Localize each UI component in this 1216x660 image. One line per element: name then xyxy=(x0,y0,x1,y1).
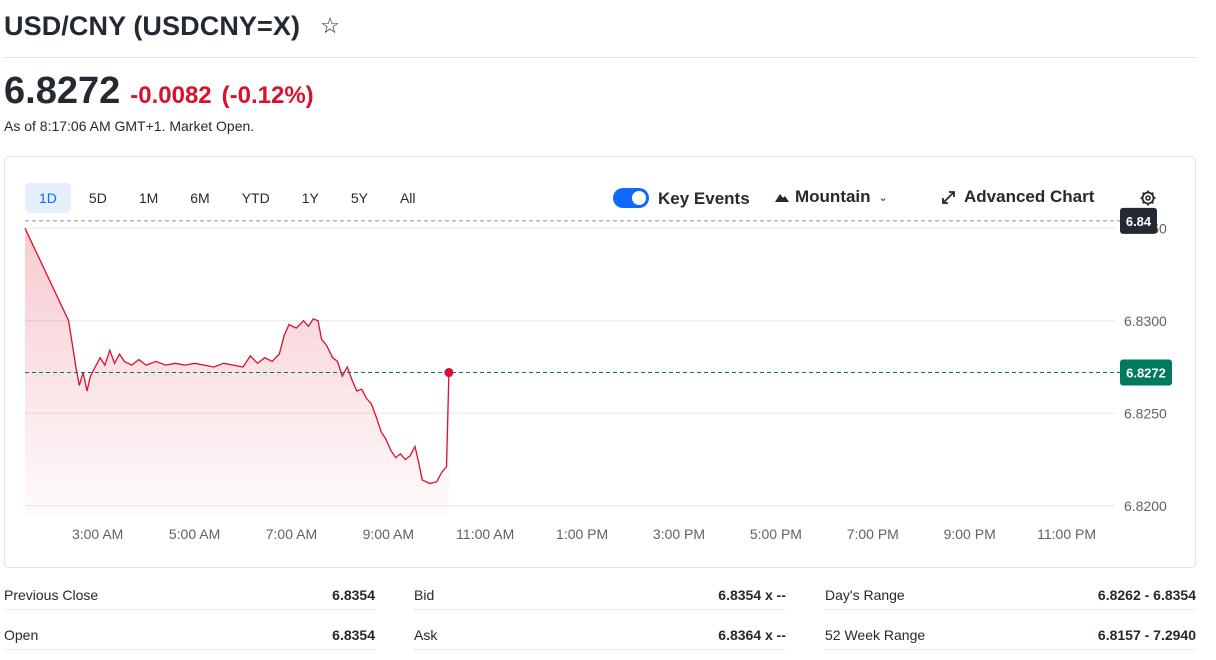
page-title: USD/CNY (USDCNY=X) xyxy=(4,10,301,41)
stat-row: Bid 6.8354 x -- xyxy=(414,580,786,610)
x-tick-label: 5:00 AM xyxy=(169,526,220,542)
mountain-icon xyxy=(775,194,789,202)
y-tick-label: 6.8300 xyxy=(1124,313,1167,329)
stat-label: Day's Range xyxy=(825,586,905,603)
stat-row: 52 Week Range 6.8157 - 7.2940 xyxy=(825,620,1196,650)
previous-close-label: 6.84 xyxy=(1126,214,1152,229)
x-tick-label: 11:00 PM xyxy=(1037,526,1096,542)
price-area xyxy=(25,228,449,515)
advanced-chart-label: Advanced Chart xyxy=(964,187,1095,206)
star-icon[interactable]: ☆ xyxy=(320,13,340,38)
chevron-down-icon: ⌄ xyxy=(878,191,888,204)
stat-row: Ask 6.8364 x -- xyxy=(414,620,786,650)
x-tick-label: 3:00 AM xyxy=(72,526,123,542)
range-tab-1m[interactable]: 1M xyxy=(138,190,159,206)
key-events-toggle[interactable] xyxy=(613,188,649,208)
market-status: As of 8:17:06 AM GMT+1. Market Open. xyxy=(4,118,255,134)
stat-row: Day's Range 6.8262 - 6.8354 xyxy=(825,580,1196,610)
stat-value: 6.8157 - 7.2940 xyxy=(1097,626,1196,643)
range-tab-1d[interactable]: 1D xyxy=(25,183,71,213)
x-tick-label: 1:00 PM xyxy=(556,526,608,542)
quote-header: USD/CNY (USDCNY=X) ☆ xyxy=(4,6,340,46)
x-tick-label: 3:00 PM xyxy=(653,526,705,542)
previous-close-badge xyxy=(1120,207,1157,234)
x-tick-label: 7:00 PM xyxy=(847,526,899,542)
chart-type-dropdown[interactable]: Mountain ⌄ xyxy=(775,187,888,207)
y-tick-label: 6.8200 xyxy=(1124,498,1167,514)
stat-row: Previous Close 6.8354 xyxy=(4,580,375,610)
stat-label: Open xyxy=(4,626,39,643)
current-price-label: 6.8272 xyxy=(1126,366,1166,381)
current-price-badge xyxy=(1120,359,1172,386)
range-tab-6m[interactable]: 6M xyxy=(190,190,210,206)
last-price-dot xyxy=(444,368,454,378)
divider xyxy=(4,57,1196,58)
stat-value: 6.8262 - 6.8354 xyxy=(1097,586,1196,603)
toggle-knob xyxy=(632,191,646,205)
x-tick-label: 11:00 AM xyxy=(456,526,514,542)
range-tab-all[interactable]: All xyxy=(399,190,416,206)
expand-icon xyxy=(942,190,955,204)
stat-label: 52 Week Range xyxy=(825,626,926,643)
x-tick-label: 9:00 AM xyxy=(363,526,414,542)
stat-label: Ask xyxy=(414,626,438,643)
range-tab-5d[interactable]: 5D xyxy=(88,190,107,206)
range-tab-5y[interactable]: 5Y xyxy=(350,190,368,206)
stat-value: 6.8354 xyxy=(332,586,375,603)
price-line xyxy=(24,227,450,485)
key-events-label: Key Events xyxy=(658,189,750,208)
x-tick-label: 5:00 PM xyxy=(750,526,802,542)
stat-value: 6.8354 x -- xyxy=(718,586,786,603)
stat-value: 6.8354 xyxy=(332,626,375,643)
chart-type-label: Mountain xyxy=(795,187,871,206)
stat-row: Open 6.8354 xyxy=(4,620,375,650)
y-tick-label: 6.8250 xyxy=(1124,405,1167,421)
current-price: 6.8272 xyxy=(4,70,121,112)
stat-label: Bid xyxy=(414,586,435,603)
x-tick-label: 7:00 AM xyxy=(266,526,317,542)
price-change-percent: (-0.12%) xyxy=(221,82,314,109)
range-tab-1y[interactable]: 1Y xyxy=(301,190,319,206)
price-row: 6.8272 -0.0082 (-0.12%) xyxy=(4,70,314,113)
range-tab-ytd[interactable]: YTD xyxy=(241,190,270,206)
x-tick-label: 9:00 PM xyxy=(944,526,996,542)
price-change: -0.0082 xyxy=(130,82,212,109)
advanced-chart-button[interactable]: Advanced Chart xyxy=(941,187,1094,207)
stat-label: Previous Close xyxy=(4,586,99,603)
chart-card: 1D 5D 1M 6M YTD 1Y 5Y All Key Events Mou… xyxy=(4,156,1196,568)
gear-icon[interactable] xyxy=(1139,189,1157,207)
stat-value: 6.8364 x -- xyxy=(718,626,786,643)
range-tabs: 1D 5D 1M 6M YTD 1Y 5Y All xyxy=(25,183,434,213)
